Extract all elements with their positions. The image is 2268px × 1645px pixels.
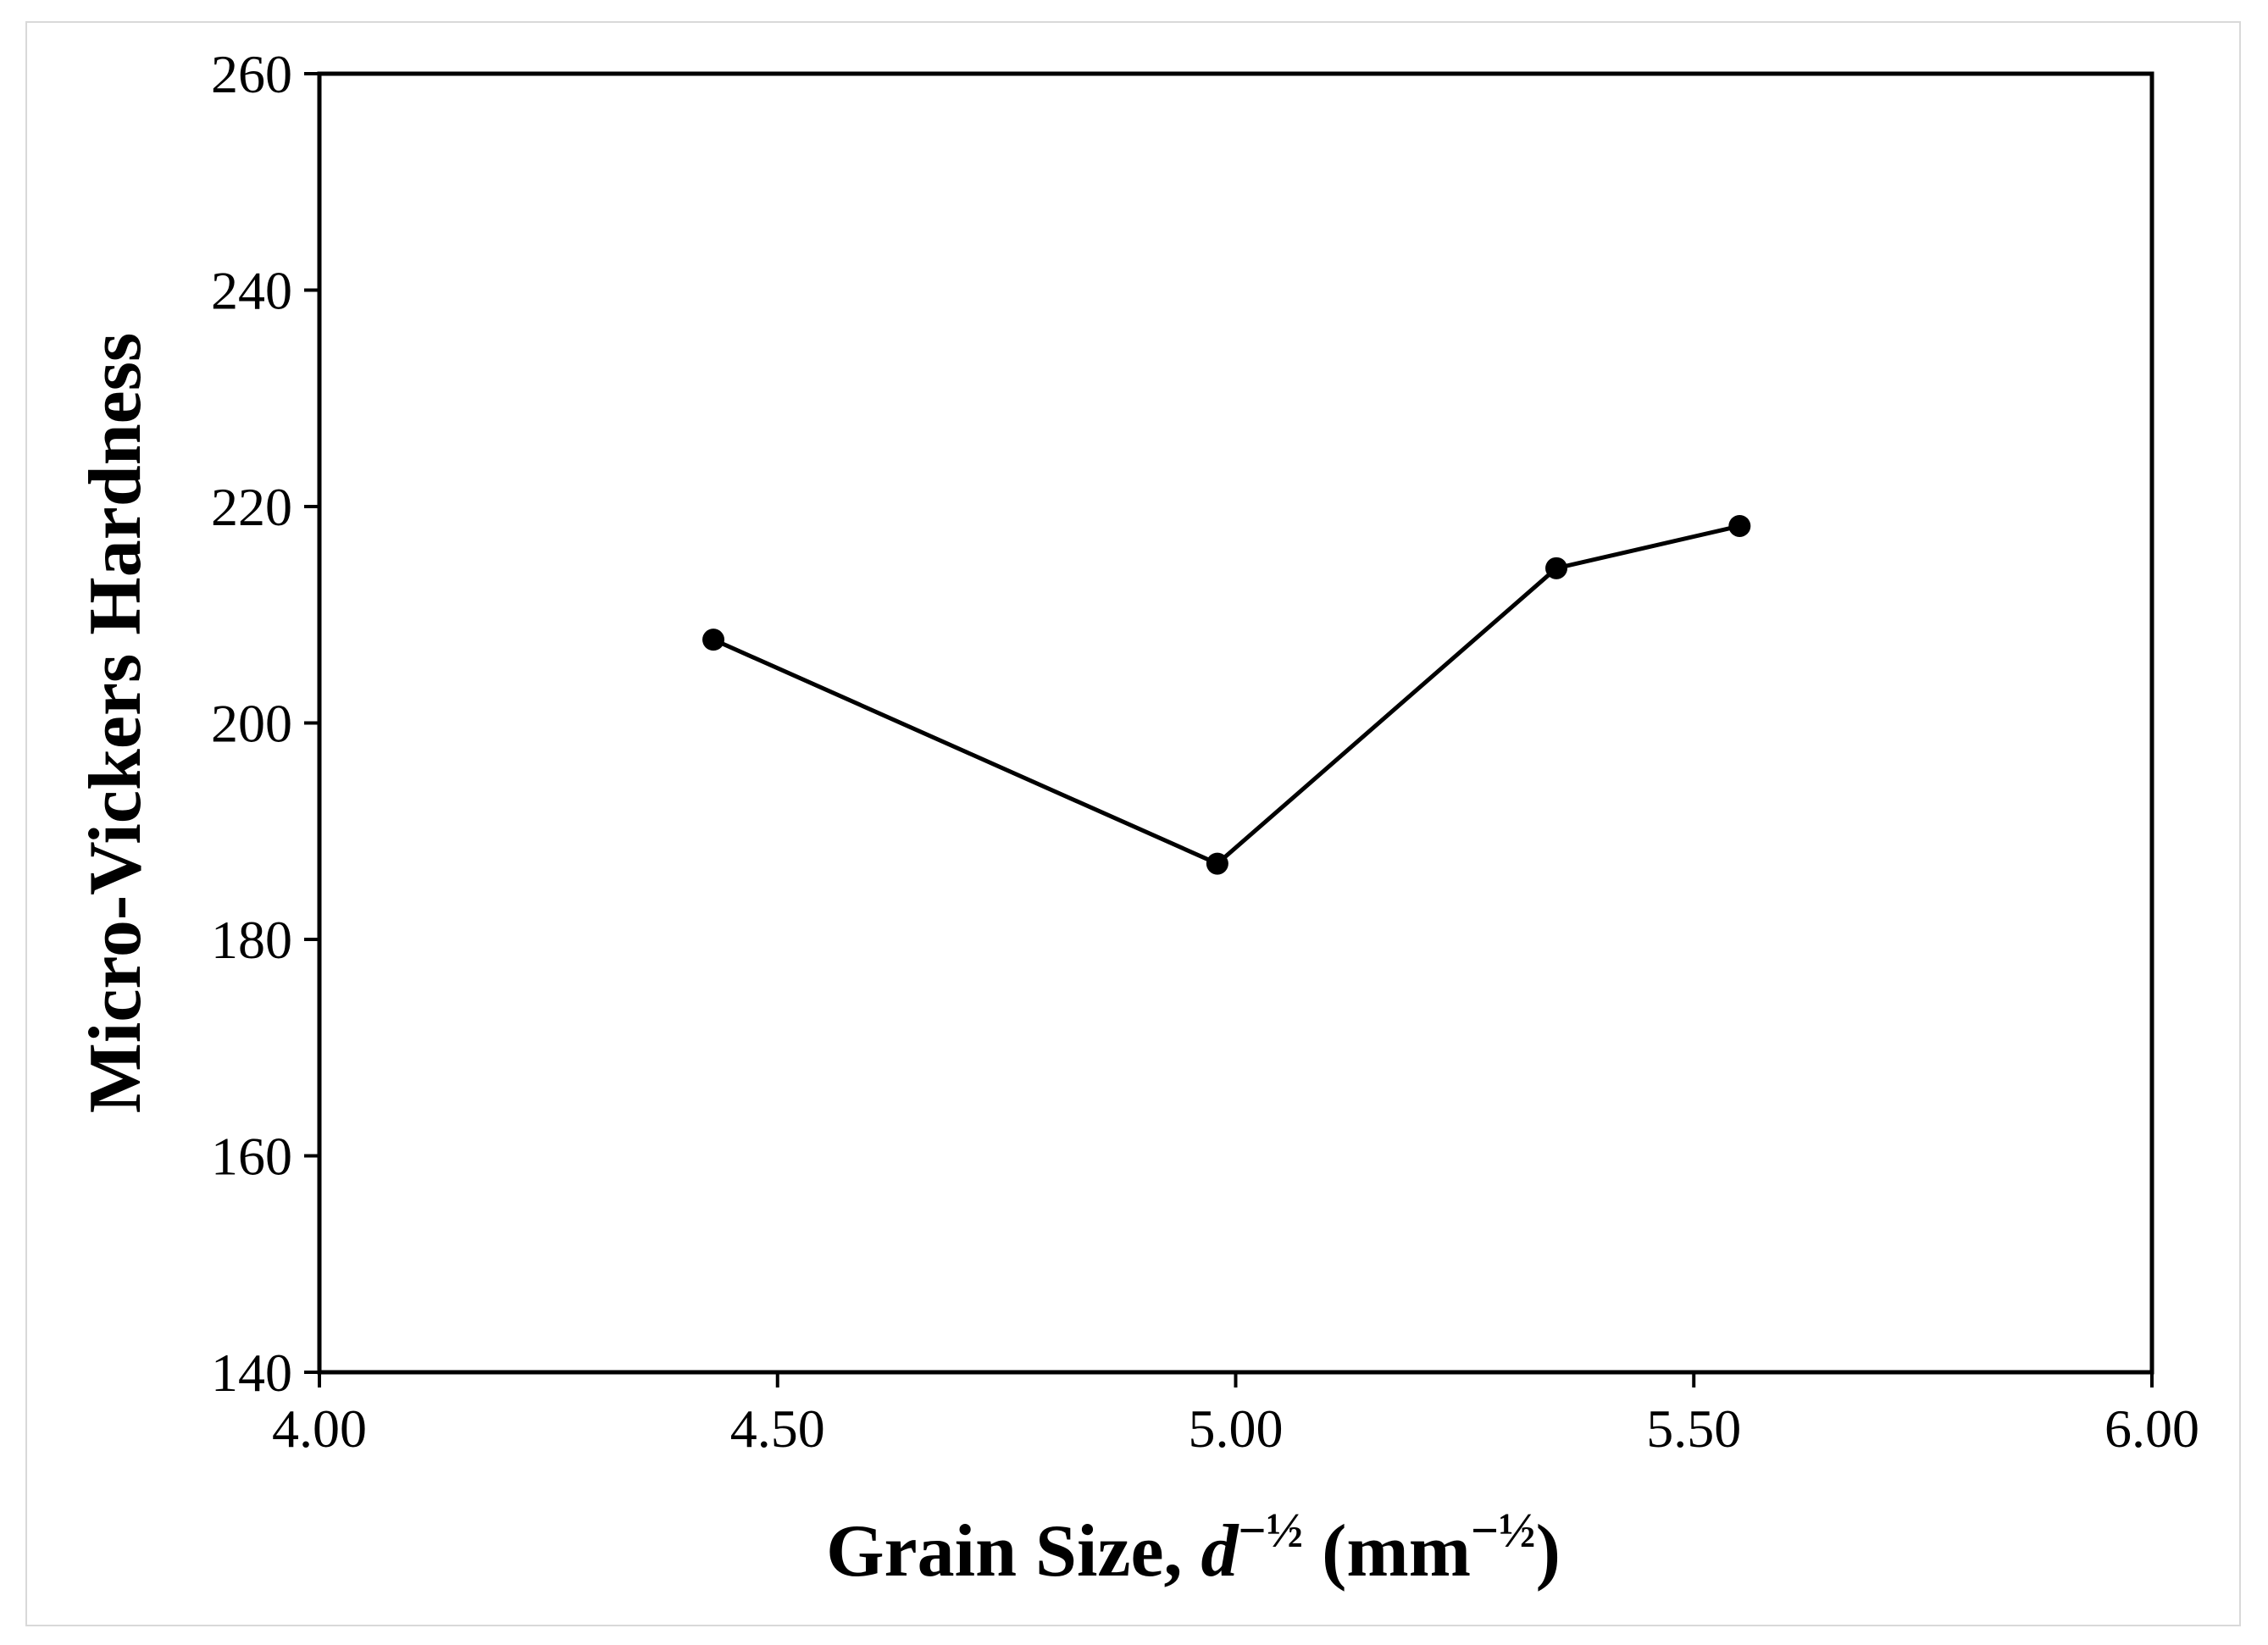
data-point bbox=[1728, 514, 1751, 537]
series-line bbox=[713, 523, 1740, 867]
data-point bbox=[702, 629, 725, 651]
x-axis-title-unit-close: ) bbox=[1536, 1510, 1561, 1592]
x-tick-label: 4.50 bbox=[730, 1399, 825, 1459]
x-tick-label: 6.00 bbox=[2104, 1399, 2199, 1459]
x-axis-title-unit-exponent: −½ bbox=[1471, 1503, 1536, 1558]
x-axis-title-variable: d bbox=[1201, 1510, 1240, 1592]
x-axis-title-prefix: Grain Size, bbox=[826, 1510, 1201, 1592]
x-axis-title-exponent: −½ bbox=[1239, 1503, 1304, 1558]
y-tick-label: 220 bbox=[211, 477, 292, 537]
figure-frame bbox=[25, 21, 2241, 1626]
data-point bbox=[1545, 557, 1568, 579]
y-tick-label: 240 bbox=[211, 261, 292, 321]
y-axis-title: Micro-Vickers Hardness bbox=[75, 333, 157, 1113]
y-tick-label: 200 bbox=[211, 694, 292, 754]
y-tick-label: 140 bbox=[211, 1343, 292, 1403]
x-tick-label: 4.00 bbox=[272, 1399, 367, 1459]
y-axis-ticks: 140 160 180 200 220 240 260 bbox=[211, 44, 319, 1403]
x-axis-title-unit-open: (mm bbox=[1303, 1510, 1471, 1592]
y-tick-label: 180 bbox=[211, 910, 292, 970]
x-axis-title: Grain Size, d−½ (mm−½) bbox=[826, 1503, 1561, 1592]
data-point bbox=[1206, 852, 1228, 875]
x-tick-label: 5.50 bbox=[1646, 1399, 1741, 1459]
plot-area bbox=[317, 71, 2154, 1375]
x-axis-ticks: 4.00 4.50 5.00 5.50 6.00 bbox=[272, 1372, 2199, 1459]
y-tick-label: 160 bbox=[211, 1127, 292, 1187]
series-layer bbox=[702, 514, 1751, 875]
y-tick-label: 260 bbox=[211, 44, 292, 104]
x-tick-label: 5.00 bbox=[1189, 1399, 1284, 1459]
